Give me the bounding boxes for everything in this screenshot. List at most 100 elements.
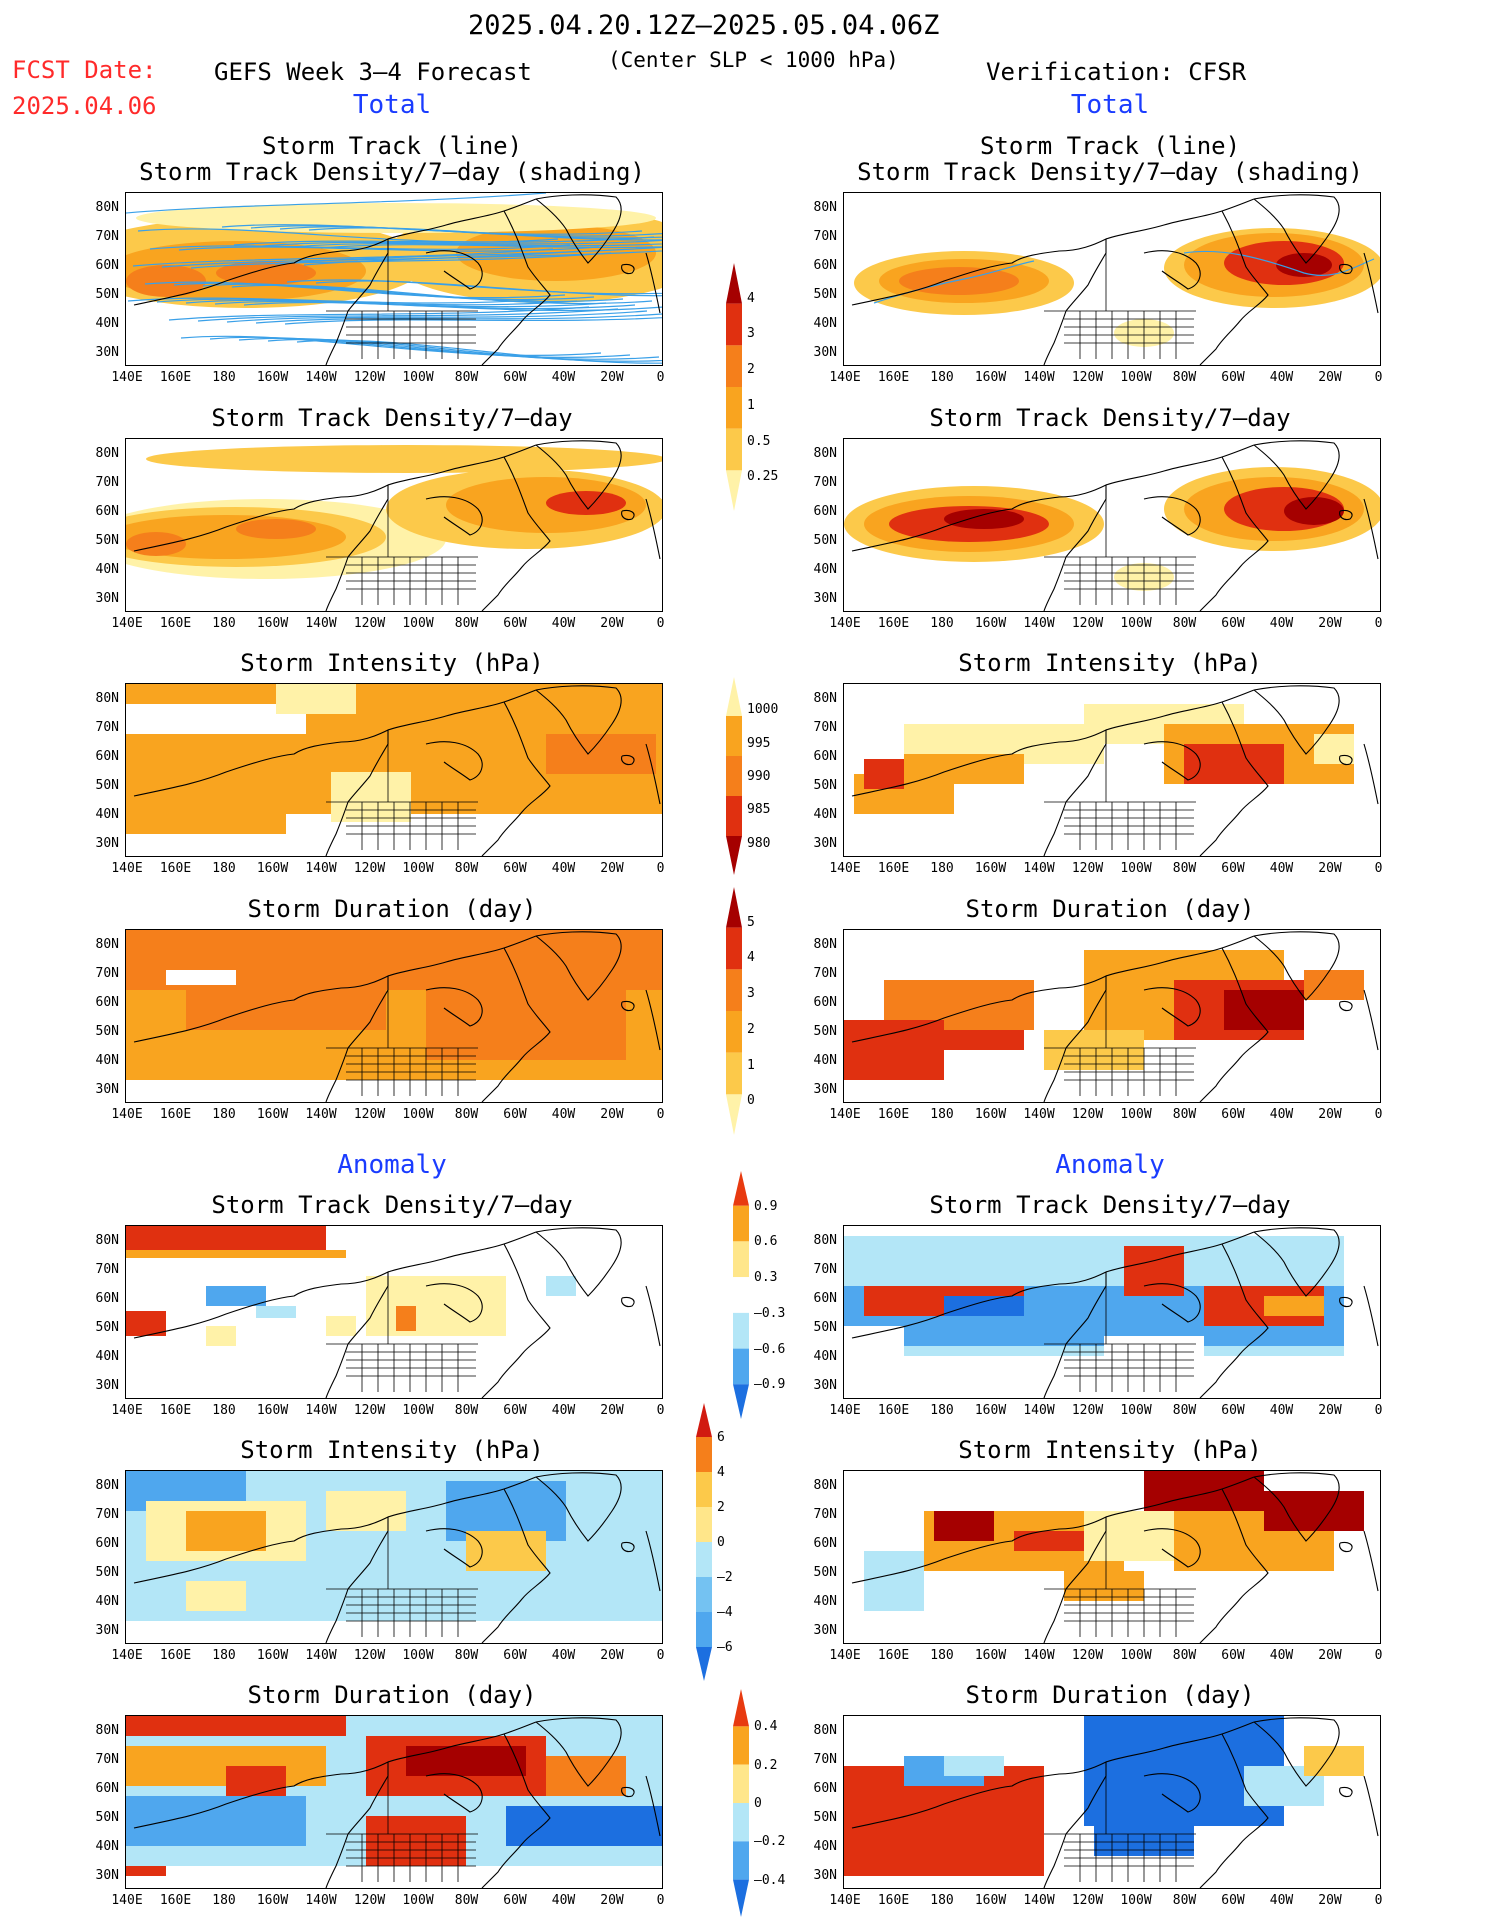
longitude-label: 180 (930, 370, 954, 385)
latitude-label: 80N (95, 1233, 119, 1248)
panel-title-density-left: Storm Track Density/7–day (211, 404, 573, 432)
longitude-label: 60W (503, 861, 527, 876)
colorbar-segment (733, 1689, 749, 1727)
colorbar-segment (726, 1094, 742, 1135)
colorbar-label: 985 (747, 802, 771, 818)
latitude-label: 60N (95, 258, 119, 273)
colorbar-label: 1 (747, 1057, 755, 1073)
period-title: 2025.04.20.12Z–2025.05.04.06Z (468, 10, 940, 41)
panel-title-duration-right: Storm Duration (day) (965, 895, 1255, 923)
longitude-label: 140E (111, 1893, 143, 1908)
colorbar-segment (726, 387, 742, 429)
slp-note: (Center SLP < 1000 hPa) (608, 48, 899, 72)
colorbar-segment (733, 1841, 749, 1880)
longitude-label: 80W (454, 616, 479, 631)
latitude-label: 60N (95, 504, 119, 519)
colorbar-segment (726, 1052, 742, 1095)
colorbar-label: 4 (747, 950, 755, 966)
colorbar-segment (696, 1403, 712, 1437)
longitude-label: 180 (930, 1107, 954, 1122)
longitude-label: 160E (159, 370, 192, 385)
latitude-label: 40N (95, 1594, 119, 1609)
longitude-label: 140E (829, 370, 861, 385)
colorbar-label: 0.9 (754, 1198, 778, 1214)
longitude-label: 120W (353, 616, 386, 631)
latitude-label: 70N (813, 1752, 837, 1767)
map-panel-intensity-verification (843, 683, 1381, 857)
colorbar-density-anomaly (733, 1171, 749, 1419)
longitude-label: 0 (656, 1893, 665, 1908)
longitude-label: 140E (111, 1107, 143, 1122)
latitude-label: 70N (95, 229, 119, 244)
longitude-label: 20W (1318, 1403, 1342, 1418)
colorbar-label: 3 (747, 326, 755, 342)
latitude-label: 50N (813, 1810, 837, 1825)
colorbar-segment (696, 1542, 712, 1577)
longitude-label: 20W (1318, 1107, 1342, 1122)
map-panel-intensity-forecast (125, 683, 663, 857)
latitude-label: 30N (95, 591, 119, 606)
longitude-label: 40W (1269, 616, 1294, 631)
colorbar-segment (733, 1277, 749, 1313)
colorbar-segment (726, 263, 742, 304)
map-panel-density-anomaly-forecast (125, 1225, 663, 1399)
panel-title-intensity-anom-left: Storm Intensity (hPa) (240, 1436, 544, 1464)
longitude-label: 160W (256, 1648, 289, 1663)
longitude-label: 80W (1172, 1893, 1197, 1908)
latitude-label: 80N (813, 1723, 837, 1738)
colorbar-label: 0.4 (754, 1719, 778, 1735)
longitude-label: 0 (1374, 370, 1383, 385)
latitude-label: 40N (95, 1349, 119, 1364)
longitude-label: 160W (256, 616, 289, 631)
longitude-label: 40W (551, 861, 576, 876)
longitude-label: 80W (1172, 861, 1197, 876)
map-panel-track-forecast (125, 192, 663, 366)
longitude-label: 140E (829, 1403, 861, 1418)
latitude-label: 30N (813, 1378, 837, 1393)
panel-title-track-shading-right: Storm Track Density/7–day (shading) (857, 158, 1363, 186)
longitude-label: 120W (1071, 1893, 1104, 1908)
longitude-label: 60W (503, 1893, 527, 1908)
longitude-label: 160W (256, 1403, 289, 1418)
longitude-label: 100W (402, 1893, 434, 1908)
latitude-label: 40N (813, 1349, 837, 1364)
longitude-label: 160W (256, 861, 289, 876)
colorbar-segment (733, 1312, 749, 1349)
longitude-label: 160W (974, 1107, 1007, 1122)
map-panel-density-forecast (125, 438, 663, 612)
latitude-label: 60N (95, 1291, 119, 1306)
longitude-label: 140W (1023, 616, 1055, 631)
longitude-label: 40W (551, 1893, 576, 1908)
forecast-title: GEFS Week 3–4 Forecast (214, 58, 532, 86)
section-total-right: Total (1070, 90, 1150, 120)
panel-title-duration-anom-left: Storm Duration (day) (247, 1681, 537, 1709)
longitude-label: 160W (974, 1648, 1007, 1663)
colorbar-label: 990 (747, 769, 771, 784)
panel-title-density-anom-right: Storm Track Density/7–day (929, 1191, 1291, 1219)
panel-title-intensity-anom-right: Storm Intensity (hPa) (958, 1436, 1262, 1464)
longitude-label: 40W (1269, 1648, 1294, 1663)
latitude-label: 30N (95, 345, 119, 360)
longitude-label: 160W (974, 370, 1007, 385)
longitude-label: 120W (353, 1648, 386, 1663)
longitude-label: 40W (551, 1403, 576, 1418)
longitude-label: 0 (1374, 861, 1383, 876)
longitude-label: 60W (503, 1107, 527, 1122)
latitude-label: 70N (813, 1507, 837, 1522)
colorbar-segment (726, 303, 742, 346)
longitude-label: 140W (1023, 1648, 1055, 1663)
colorbar-label: 2 (747, 1021, 755, 1037)
latitude-label: 40N (95, 807, 119, 822)
latitude-label: 70N (813, 966, 837, 981)
longitude-label: 80W (1172, 616, 1197, 631)
latitude-label: 50N (95, 287, 119, 302)
longitude-label: 20W (600, 370, 624, 385)
longitude-label: 60W (1221, 1107, 1245, 1122)
latitude-label: 80N (813, 446, 837, 461)
longitude-label: 60W (503, 1403, 527, 1418)
longitude-label: 140E (111, 616, 143, 631)
latitude-label: 30N (95, 1378, 119, 1393)
longitude-label: 20W (600, 1403, 624, 1418)
longitude-label: 120W (1071, 1403, 1104, 1418)
latitude-label: 40N (813, 1594, 837, 1609)
